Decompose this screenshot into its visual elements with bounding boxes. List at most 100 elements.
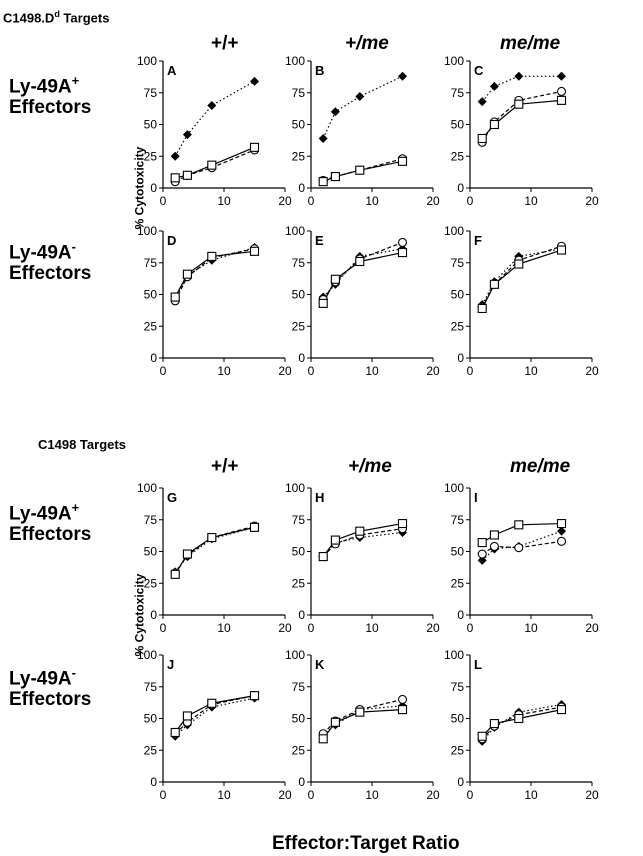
y-tick-label: 0 [298, 181, 305, 195]
y-tick-label: 75 [451, 256, 465, 270]
x-tick-label: 0 [308, 788, 315, 802]
row-label-ly49a-neg: Ly-49A- Effectors [9, 662, 91, 710]
data-point-square [249, 246, 260, 256]
x-tick-label: 0 [467, 621, 474, 635]
panel-letter: J [167, 657, 174, 672]
x-tick-label: 20 [426, 364, 440, 378]
data-point-circle [397, 237, 408, 247]
series-line [322, 698, 403, 735]
data-point-circle [556, 536, 567, 546]
x-tick-label: 20 [585, 621, 599, 635]
x-tick-label: 10 [524, 788, 538, 802]
section-title-rest: Targets [59, 10, 110, 26]
section-title-main: C1498 [38, 437, 77, 452]
data-point-square [182, 549, 192, 559]
y-tick-label: 50 [144, 712, 158, 726]
data-point-diamond [318, 133, 328, 143]
y-tick-label: 50 [144, 118, 158, 132]
series-line [481, 709, 562, 737]
data-point-square [249, 522, 260, 532]
series-line [481, 540, 562, 555]
data-point-square [477, 303, 487, 314]
series-line [174, 697, 255, 737]
y-tick-label: 100 [285, 481, 305, 495]
data-point-square [249, 142, 260, 152]
y-tick-label: 25 [292, 743, 306, 757]
y-tick-label: 75 [451, 86, 465, 100]
col-header-het: +/me [345, 33, 389, 54]
series-line [174, 525, 255, 574]
data-point-diamond [182, 130, 192, 140]
series-line [481, 522, 562, 544]
y-tick-label: 100 [137, 54, 157, 68]
y-tick-label: 75 [292, 513, 306, 527]
y-tick-label: 75 [144, 256, 158, 270]
panel-letter: B [315, 63, 324, 78]
y-tick-label: 50 [292, 288, 306, 302]
row-label-ly49a-neg: Ly-49A- Effectors [9, 236, 91, 284]
y-tick-label: 75 [451, 680, 465, 694]
series-line [481, 99, 562, 139]
data-point-square [249, 691, 260, 701]
section-title-c1498: C1498 Targets [38, 437, 126, 452]
y-tick-label: 25 [451, 319, 465, 333]
row-label-line1: Ly-49A [9, 76, 72, 98]
panel-letter: A [167, 63, 177, 78]
data-point-diamond [557, 71, 566, 81]
data-point-diamond [170, 151, 180, 161]
y-tick-label: 25 [144, 149, 158, 163]
series-line [174, 248, 255, 302]
y-tick-label: 75 [144, 513, 158, 527]
y-tick-label: 25 [451, 743, 465, 757]
col-header-het: +/me [348, 456, 392, 477]
y-tick-label: 100 [444, 54, 464, 68]
y-tick-label: 0 [457, 775, 464, 789]
data-point-square [182, 711, 192, 721]
row-label-sup: - [71, 665, 76, 680]
series-line [322, 709, 403, 740]
series-line [175, 146, 255, 179]
data-point-square [318, 177, 328, 187]
x-tick-label: 20 [278, 194, 292, 208]
data-point-diamond [355, 92, 365, 102]
data-point-square [397, 519, 408, 529]
y-tick-label: 0 [457, 351, 464, 365]
series-line [174, 149, 255, 183]
section-title-sup: d [54, 9, 60, 19]
series-line [481, 530, 562, 561]
x-tick-label: 0 [160, 194, 167, 208]
y-tick-label: 50 [292, 545, 306, 559]
y-tick-label: 75 [292, 680, 306, 694]
y-tick-label: 100 [137, 224, 157, 238]
y-tick-label: 50 [451, 118, 465, 132]
data-point-diamond [477, 97, 487, 107]
series-line [174, 695, 255, 733]
y-tick-label: 100 [137, 648, 157, 662]
series-line [322, 75, 403, 139]
row-label-line2: Effectors [9, 97, 92, 119]
data-point-square [556, 705, 567, 715]
y-tick-label: 0 [150, 351, 157, 365]
y-tick-label: 25 [292, 576, 306, 590]
x-tick-label: 0 [160, 788, 167, 802]
row-label-sup: + [71, 73, 80, 88]
y-tick-label: 100 [444, 224, 464, 238]
col-header-wt: +/+ [211, 33, 239, 54]
series-line [174, 250, 255, 298]
data-point-square [182, 269, 192, 279]
y-tick-label: 25 [451, 149, 465, 163]
y-tick-label: 0 [298, 775, 305, 789]
x-tick-label: 10 [217, 788, 231, 802]
x-tick-label: 0 [467, 364, 474, 378]
y-tick-label: 0 [457, 181, 464, 195]
y-tick-label: 50 [451, 545, 465, 559]
data-point-circle [489, 541, 499, 551]
series-line [174, 695, 255, 735]
data-point-square [489, 279, 499, 289]
section-title-rest: Targets [76, 437, 126, 452]
x-tick-label: 0 [467, 788, 474, 802]
row-label-line1: Ly-49A [9, 503, 72, 525]
data-point-square [330, 274, 340, 284]
data-point-square [330, 172, 340, 182]
